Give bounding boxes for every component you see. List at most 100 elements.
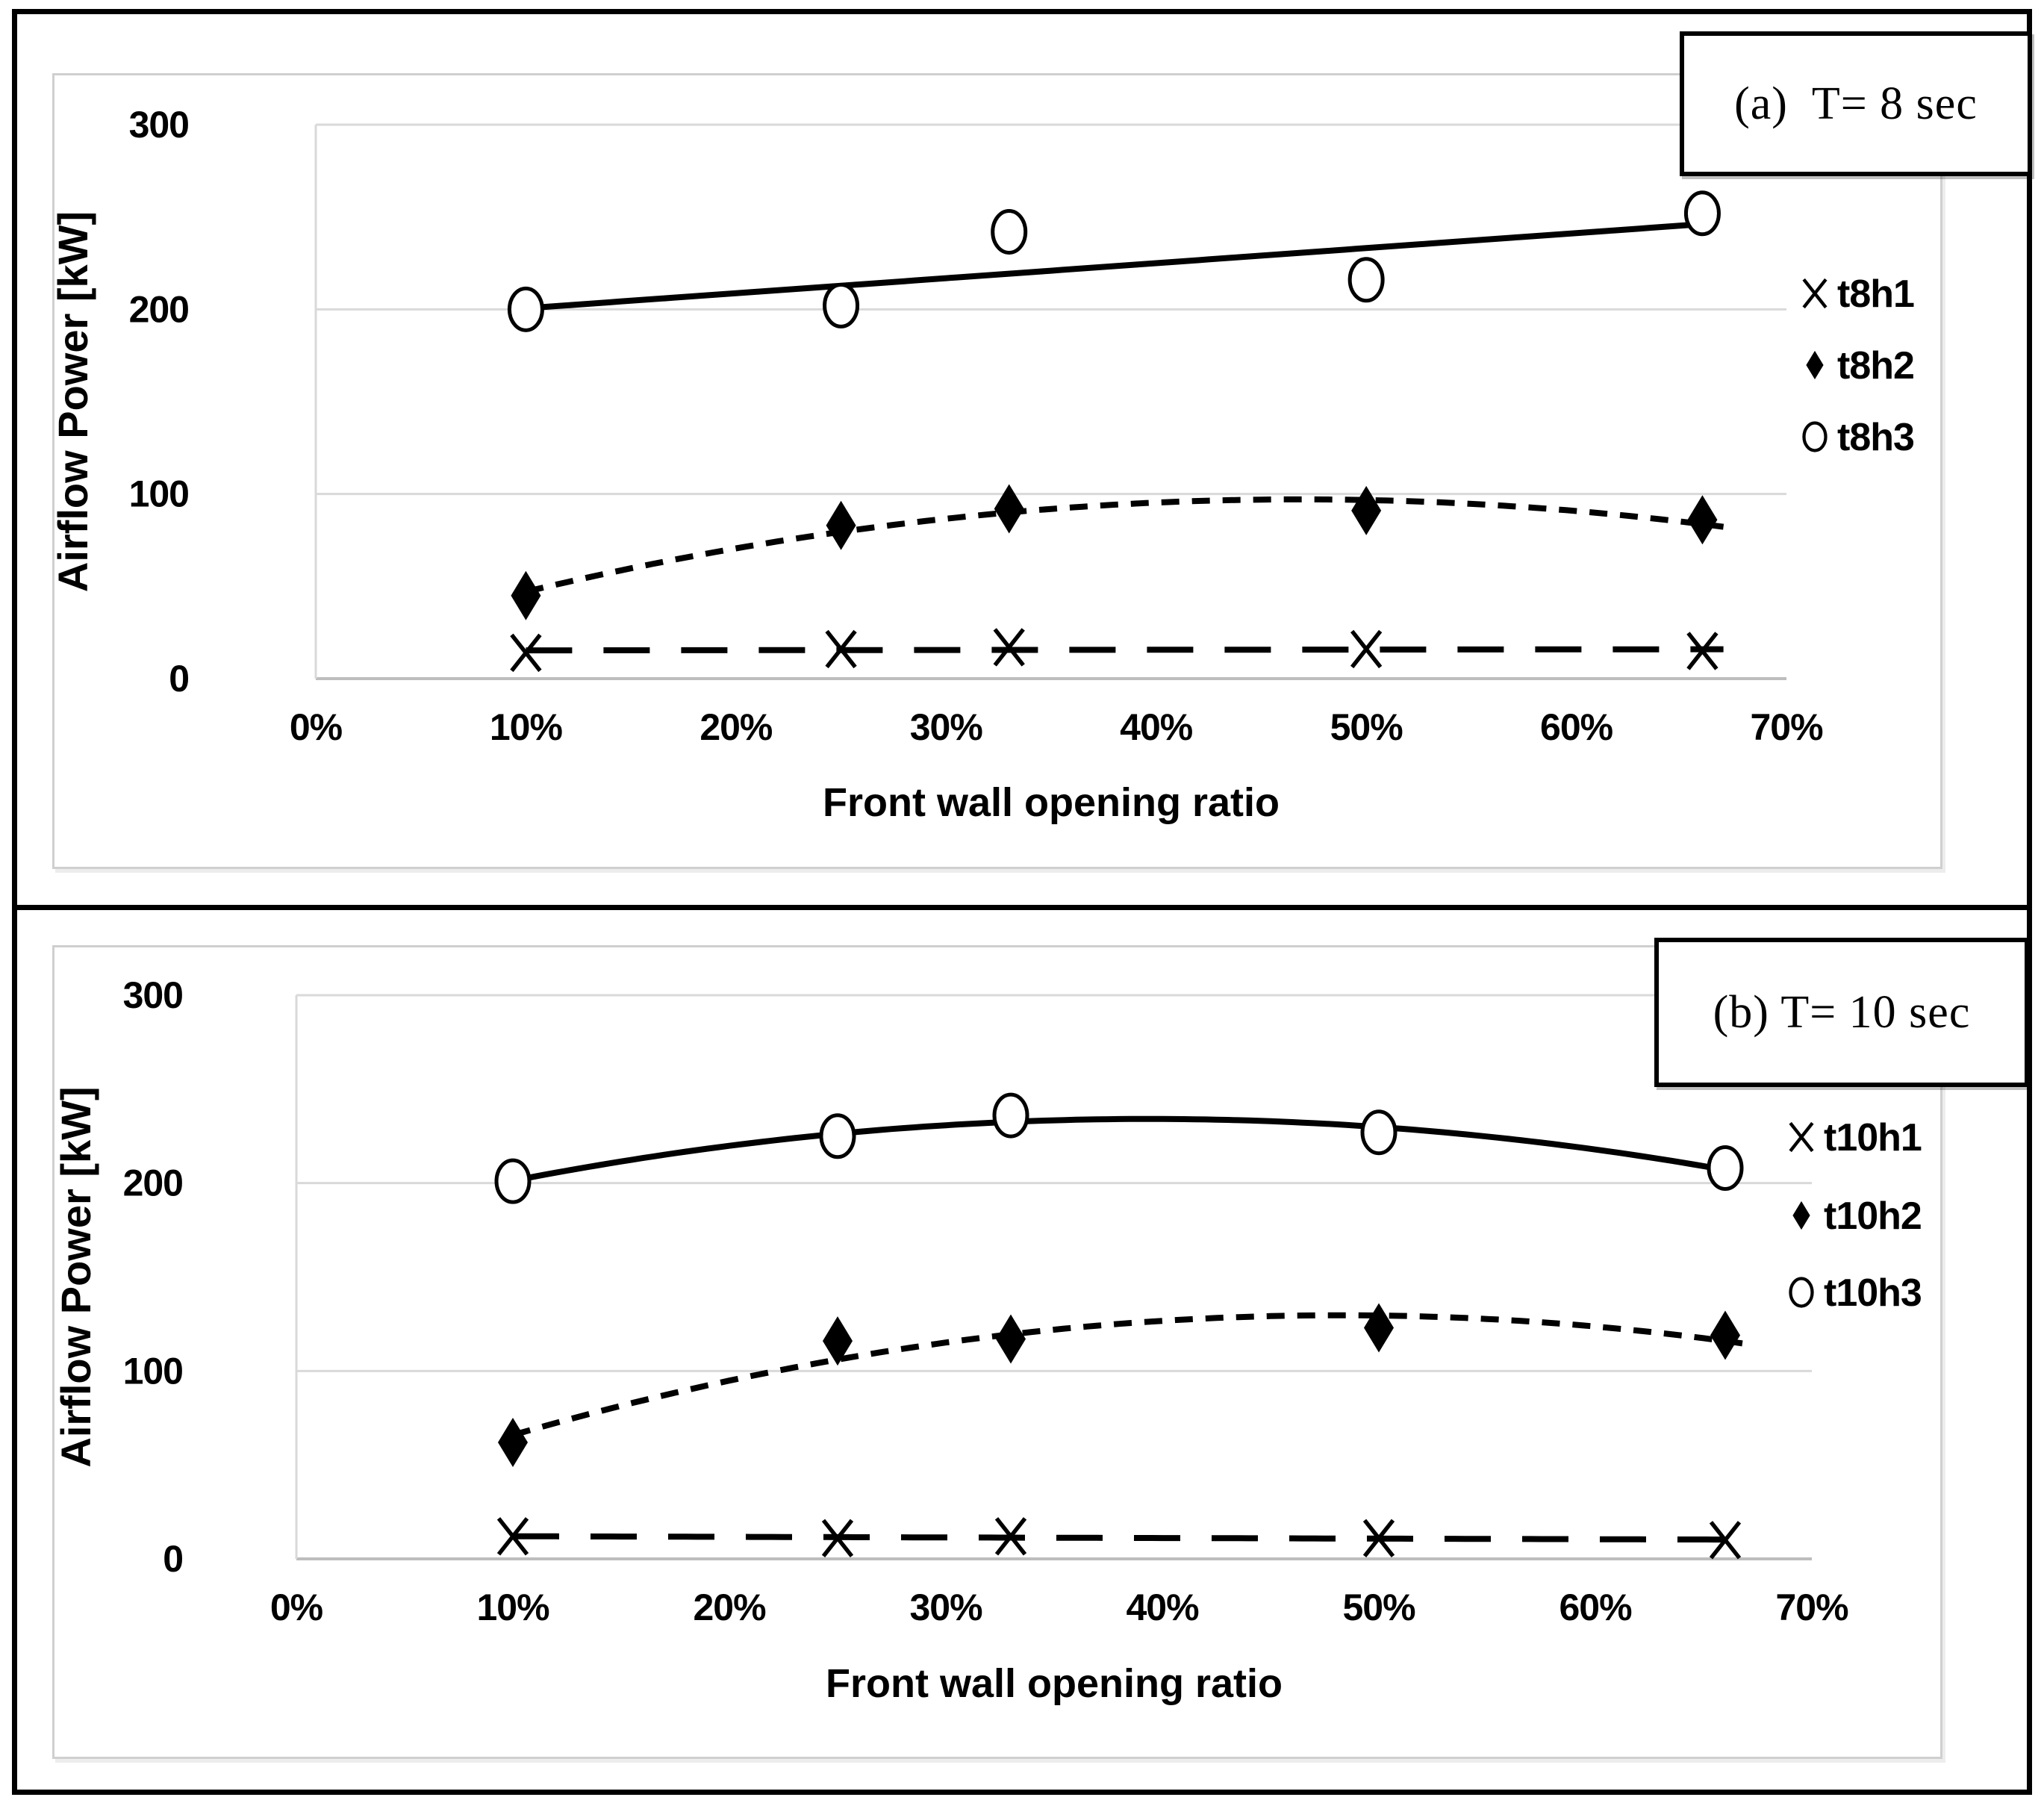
circle-marker <box>1683 190 1721 237</box>
trendline-t10h2 <box>511 1312 1748 1438</box>
legend-label: t10h3 <box>1824 1271 1922 1315</box>
trendline-t8h3 <box>526 221 1703 311</box>
series-t10h1 <box>496 1517 1747 1560</box>
y-axis-title: Airflow Power [kW] <box>54 1086 99 1467</box>
legend-entry-t8h3: t8h3 <box>1802 416 1915 459</box>
legend-entry-t10h1: t10h1 <box>1789 1116 1922 1159</box>
diamond-marker <box>498 1417 528 1467</box>
y-tick-label: 0 <box>169 658 189 700</box>
legend-label: t10h2 <box>1824 1195 1922 1238</box>
legend: t10h1 t10h2 t10h3 <box>1789 1116 1922 1315</box>
x-axis-title: Front wall opening ratio <box>823 780 1280 825</box>
x-tick-label: 30% <box>910 706 983 748</box>
x-tick-label: 60% <box>1540 706 1613 748</box>
series-t8h2 <box>511 484 1724 620</box>
diamond-marker <box>1710 1310 1740 1360</box>
diamond-marker <box>994 484 1024 534</box>
x-tick-label: 70% <box>1775 1587 1848 1628</box>
legend-entry-t8h2: t8h2 <box>1806 344 1915 387</box>
x-marker <box>496 1517 529 1556</box>
diamond-marker <box>511 570 541 620</box>
x-tick-label: 60% <box>1559 1587 1632 1628</box>
diamond-marker <box>996 1314 1026 1364</box>
chart-panel-b: 0 100 200 300 0% 10% 20% 30% 40% 50% 60% 70% Front w… <box>52 945 1942 1759</box>
x-marker <box>1362 1519 1395 1558</box>
circle-marker <box>494 1158 532 1204</box>
panel-title-box-a: (a) T= 8 sec <box>1680 31 2032 176</box>
y-axis-ticks: 0 100 200 300 <box>129 104 190 700</box>
y-tick-label: 300 <box>123 974 183 1016</box>
diamond-marker <box>823 1316 853 1366</box>
x-marker <box>1686 632 1719 670</box>
trendline-t8h1 <box>526 646 1724 654</box>
x-marker <box>1789 1121 1814 1153</box>
x-tick-label: 0% <box>290 706 343 748</box>
x-tick-label: 50% <box>1330 706 1403 748</box>
circle-marker <box>992 1092 1029 1139</box>
circle-marker <box>823 282 860 328</box>
panel-divider-line <box>12 905 2032 910</box>
x-marker <box>1350 629 1383 669</box>
trendline-t10h3 <box>512 1115 1726 1184</box>
x-marker <box>993 628 1025 667</box>
x-tick-label: 20% <box>699 706 773 748</box>
circle-marker <box>1347 257 1385 303</box>
circle-marker <box>1360 1109 1398 1156</box>
x-axis-ticks: 0% 10% 20% 30% 40% 50% 60% 70% <box>270 1587 1849 1628</box>
x-axis-title: Front wall opening ratio <box>826 1661 1283 1706</box>
diamond-marker <box>1687 495 1718 545</box>
series-t10h3 <box>494 1092 1744 1204</box>
circle-marker <box>991 208 1028 255</box>
x-tick-label: 30% <box>909 1587 982 1628</box>
circle-marker <box>507 286 544 332</box>
series-t8h3 <box>507 190 1721 332</box>
x-axis-ticks: 0% 10% 20% 30% 40% 50% 60% 70% <box>290 706 1824 748</box>
circle-marker <box>1802 421 1828 452</box>
x-tick-label: 40% <box>1126 1587 1199 1628</box>
legend: t8h1 t8h2 t8h3 <box>1802 273 1915 459</box>
trendline-t8h2 <box>525 496 1724 595</box>
x-marker <box>994 1517 1027 1556</box>
gridlines <box>316 123 1786 680</box>
x-tick-label: 40% <box>1120 706 1193 748</box>
diamond-marker <box>1351 485 1382 535</box>
diamond-marker <box>1792 1201 1810 1230</box>
trendline-t10h1 <box>513 1533 1747 1543</box>
chart-a-plot: 0 100 200 300 0% 10% 20% 30% 40% 50% 60% 70% Front w… <box>54 104 1915 825</box>
y-tick-label: 100 <box>129 473 189 515</box>
gridlines <box>296 994 1812 1560</box>
x-tick-label: 10% <box>490 706 563 748</box>
panel-title-box-b: (b) T= 10 sec <box>1654 938 2029 1087</box>
y-tick-label: 300 <box>129 104 189 146</box>
diamond-marker <box>826 500 856 550</box>
legend-entry-t10h3: t10h3 <box>1789 1271 1922 1315</box>
x-tick-label: 10% <box>476 1587 549 1628</box>
y-axis-title: Airflow Power [kW] <box>54 211 96 592</box>
legend-label: t8h1 <box>1837 273 1914 316</box>
legend-label: t10h1 <box>1824 1116 1922 1159</box>
y-tick-label: 100 <box>123 1350 183 1392</box>
x-marker <box>510 633 542 673</box>
series-t8h1 <box>510 628 1724 673</box>
y-tick-label: 200 <box>129 288 189 330</box>
y-axis-ticks: 0 100 200 300 <box>123 974 184 1580</box>
legend-entry-t10h2: t10h2 <box>1792 1195 1922 1238</box>
chart-panel-a: 0 100 200 300 0% 10% 20% 30% 40% 50% 60% 70% Front w… <box>52 73 1942 869</box>
x-tick-label: 20% <box>693 1587 766 1628</box>
panel-title-b: (b) T= 10 sec <box>1713 986 1971 1038</box>
y-tick-label: 0 <box>163 1538 183 1580</box>
legend-label: t8h2 <box>1837 344 1914 387</box>
x-marker <box>821 1519 854 1558</box>
circle-marker <box>1789 1277 1814 1308</box>
x-tick-label: 70% <box>1750 706 1823 748</box>
legend-entry-t8h1: t8h1 <box>1802 273 1915 316</box>
circle-marker <box>1707 1145 1744 1192</box>
y-tick-label: 200 <box>123 1162 183 1204</box>
x-marker <box>1802 278 1828 309</box>
series-t10h2 <box>498 1303 1748 1467</box>
x-tick-label: 0% <box>270 1587 323 1628</box>
diamond-marker <box>1364 1303 1394 1353</box>
x-marker <box>825 629 857 669</box>
panel-title-a: (a) T= 8 sec <box>1734 78 1978 129</box>
